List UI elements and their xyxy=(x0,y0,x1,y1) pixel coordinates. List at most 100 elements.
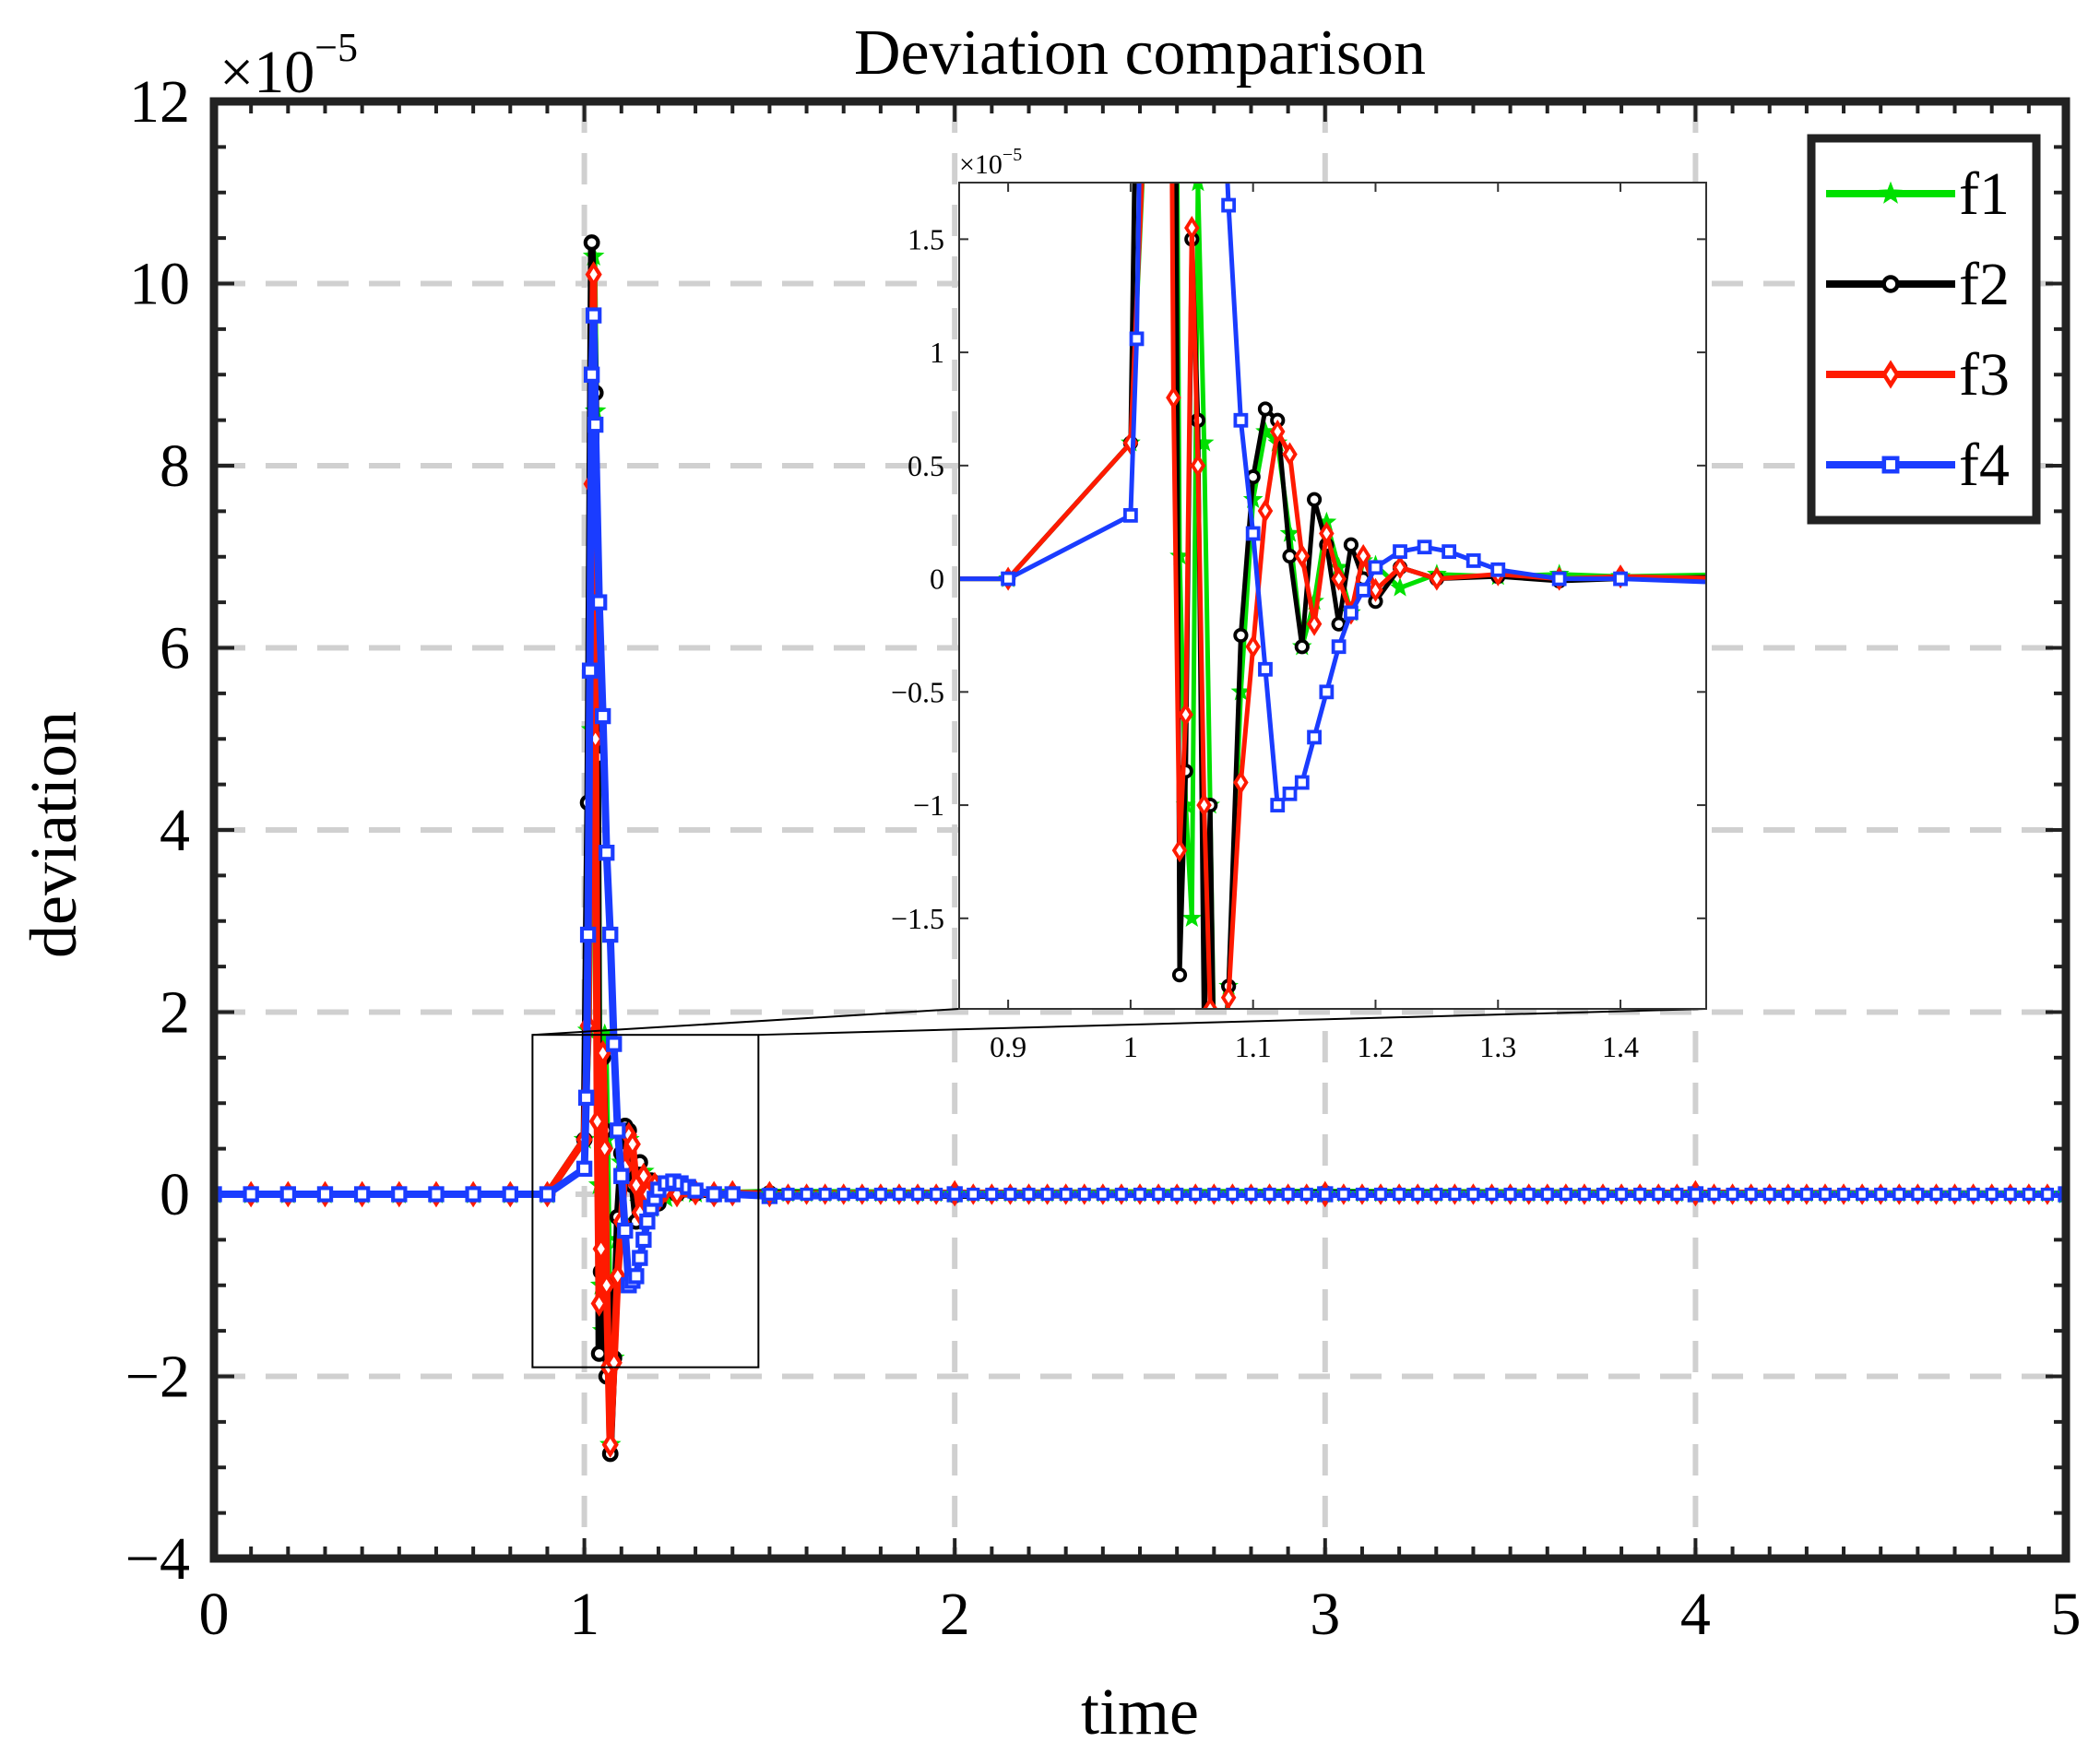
inset-y-tick-label: −1.5 xyxy=(891,902,944,935)
inset-y-tick-label: 0.5 xyxy=(908,449,944,482)
data-point-marker xyxy=(1856,1187,1869,1202)
data-point-marker xyxy=(818,1187,832,1202)
data-point-marker xyxy=(623,1131,641,1158)
data-point-marker xyxy=(605,1349,623,1377)
data-point-marker xyxy=(1429,566,1445,591)
inset-x-tick-label: 1.4 xyxy=(1602,1030,1639,1063)
data-point-marker xyxy=(1551,571,1567,587)
data-point-marker xyxy=(1170,1187,1184,1202)
main-axes-frame xyxy=(209,97,2070,1563)
data-point-marker xyxy=(502,1186,518,1203)
data-point-marker xyxy=(1258,661,1273,677)
data-point-marker xyxy=(1331,566,1347,591)
data-point-marker xyxy=(1133,1187,1147,1202)
y-tick-label: 2 xyxy=(160,979,190,1047)
inset-y-tick-label: −0.5 xyxy=(891,675,944,708)
data-point-marker xyxy=(1596,1187,1610,1202)
data-point-marker xyxy=(877,570,895,587)
data-point-marker xyxy=(391,1186,408,1203)
data-point-marker xyxy=(1059,1187,1073,1202)
data-point-marker xyxy=(1221,197,1237,213)
data-point-marker xyxy=(880,570,891,587)
data-point-marker xyxy=(1355,543,1371,569)
data-point-marker xyxy=(575,1160,593,1178)
data-point-marker xyxy=(1559,1187,1572,1202)
data-point-marker xyxy=(687,1182,704,1199)
legend-box xyxy=(1807,134,2041,525)
data-point-marker xyxy=(1171,838,1188,863)
inset-multiplier-base: ×10 xyxy=(959,149,1003,180)
data-point-marker xyxy=(1417,539,1432,555)
data-point-marker xyxy=(930,1187,943,1202)
legend-item-f4[interactable]: f4 xyxy=(1826,432,2010,499)
y-tick-label: 4 xyxy=(160,797,190,864)
data-point-marker xyxy=(855,1187,869,1202)
data-point-marker xyxy=(1356,582,1371,598)
data-point-marker xyxy=(880,574,891,585)
data-point-marker xyxy=(1202,996,1218,1009)
data-point-marker xyxy=(601,1431,619,1458)
data-point-marker xyxy=(1490,562,1506,577)
legend-label: f2 xyxy=(1959,251,2010,318)
data-point-marker xyxy=(873,1187,887,1202)
data-point-marker xyxy=(613,1167,630,1184)
inset-y-tick-label: 1 xyxy=(930,336,944,369)
y-multiplier-base: ×10 xyxy=(219,39,314,106)
data-point-marker xyxy=(1613,571,1628,587)
data-point-marker xyxy=(1282,442,1298,467)
data-point-marker xyxy=(1306,611,1323,636)
data-point-marker xyxy=(1368,560,1383,575)
data-point-marker xyxy=(1879,181,1903,204)
data-point-marker xyxy=(1096,1187,1109,1202)
legend-item-f3[interactable]: f3 xyxy=(1826,341,2010,409)
data-point-marker xyxy=(1373,1187,1388,1202)
data-point-marker xyxy=(1129,331,1145,347)
data-point-marker xyxy=(1137,151,1148,169)
data-point-marker xyxy=(1485,1187,1499,1202)
data-point-marker xyxy=(985,1187,999,1202)
data-point-marker xyxy=(583,366,600,383)
legend-item-f1[interactable]: f1 xyxy=(1826,160,2010,228)
data-point-marker xyxy=(243,1186,259,1203)
data-point-marker xyxy=(577,1089,595,1107)
data-point-marker xyxy=(763,1187,777,1202)
x-tick-label: 1 xyxy=(569,1581,599,1648)
data-point-marker xyxy=(1738,570,1749,587)
data-point-marker xyxy=(1344,605,1358,621)
data-point-marker xyxy=(1633,1187,1647,1202)
data-point-marker xyxy=(465,1186,481,1203)
inset-ticks xyxy=(959,183,1706,1009)
data-point-marker xyxy=(1134,162,1152,179)
data-point-marker xyxy=(1465,553,1481,568)
legend-item-f2[interactable]: f2 xyxy=(1826,251,2010,318)
data-point-marker xyxy=(1233,412,1249,428)
data-point-marker xyxy=(1171,967,1188,983)
data-point-marker xyxy=(1181,907,1203,928)
chart-title: Deviation comparison xyxy=(854,18,1426,89)
data-point-marker xyxy=(579,926,597,943)
data-point-marker xyxy=(1744,1187,1758,1202)
data-point-marker xyxy=(1966,1187,1980,1202)
data-point-marker xyxy=(724,1186,741,1203)
data-point-marker xyxy=(1294,775,1310,790)
main-tail-markers-f4 xyxy=(763,1187,2066,1202)
data-point-marker xyxy=(635,1162,652,1190)
data-point-marker xyxy=(1166,385,1181,410)
data-point-marker xyxy=(880,573,891,584)
inset-y-tick-label: −1 xyxy=(913,788,944,822)
legend[interactable]: f1 f2 f3 f4 xyxy=(1807,134,2041,525)
inset-series xyxy=(877,151,1749,1009)
data-point-marker xyxy=(781,1187,795,1202)
y-multiplier-exponent: −5 xyxy=(314,25,358,70)
data-point-marker xyxy=(1220,985,1237,1009)
inset-x-tick-label: 0.9 xyxy=(990,1030,1026,1063)
inset-multiplier-exponent: −5 xyxy=(1003,145,1022,165)
data-point-marker xyxy=(596,1135,613,1162)
data-point-marker xyxy=(1652,1187,1666,1202)
data-point-marker xyxy=(1244,1187,1258,1202)
y-tick-label: 6 xyxy=(160,615,190,682)
inset-multiplier: ×10−5 xyxy=(959,145,1022,180)
data-point-marker xyxy=(1355,1187,1370,1202)
